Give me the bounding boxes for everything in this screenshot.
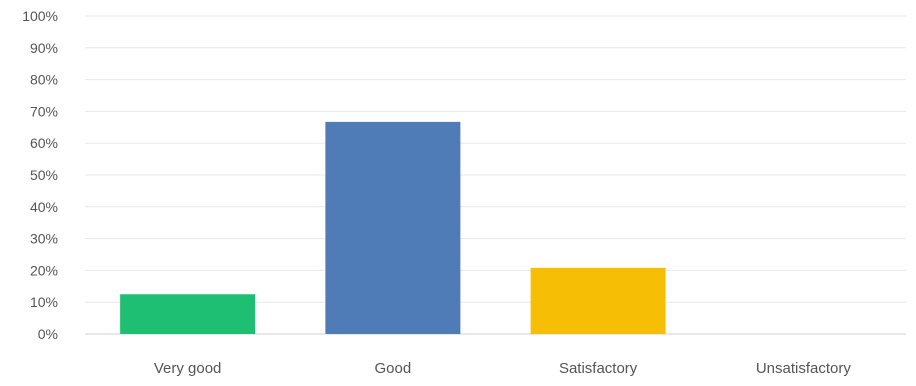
bar-good[interactable] bbox=[325, 121, 461, 334]
y-tick-label: 20% bbox=[30, 262, 58, 278]
y-axis-ticks: 0% 10% 20% 30% 40% 50% 60% 70% 80% 90% 100% bbox=[22, 8, 58, 342]
y-tick-label: 10% bbox=[30, 294, 58, 310]
y-tick-label: 60% bbox=[30, 135, 58, 151]
x-tick-label: Unsatisfactory bbox=[756, 360, 852, 377]
y-tick-label: 40% bbox=[30, 199, 58, 215]
y-tick-label: 100% bbox=[22, 8, 58, 24]
bar-satisfactory[interactable] bbox=[530, 267, 666, 334]
y-tick-label: 0% bbox=[38, 326, 58, 342]
y-tick-label: 80% bbox=[30, 72, 58, 88]
y-tick-label: 70% bbox=[30, 103, 58, 119]
x-tick-label: Very good bbox=[154, 360, 222, 377]
y-tick-label: 90% bbox=[30, 40, 58, 56]
x-tick-label: Satisfactory bbox=[559, 360, 638, 377]
bar-very-good[interactable] bbox=[120, 294, 256, 334]
x-axis-ticks: Very good Good Satisfactory Unsatisfactory bbox=[154, 360, 852, 377]
y-tick-label: 30% bbox=[30, 231, 58, 247]
bars bbox=[120, 121, 666, 334]
x-tick-label: Good bbox=[375, 360, 412, 377]
grid-layer bbox=[85, 15, 906, 335]
y-tick-label: 50% bbox=[30, 167, 58, 183]
